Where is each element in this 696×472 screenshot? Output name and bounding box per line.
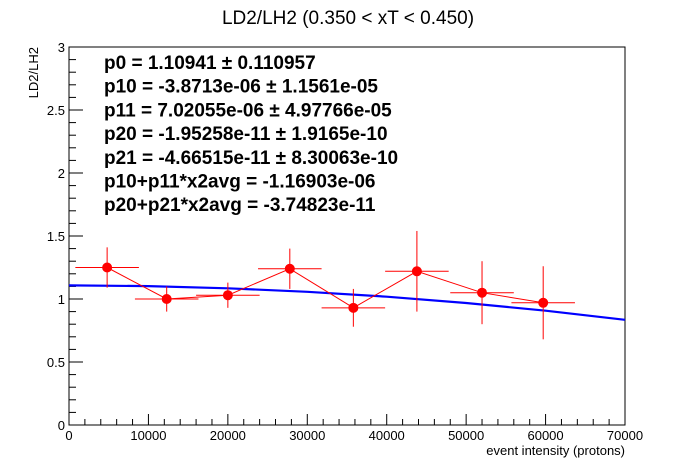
chart-title: LD2/LH2 (0.350 < xT < 0.450) <box>222 8 474 29</box>
data-marker <box>411 266 422 277</box>
data-marker <box>538 297 549 308</box>
data-marker <box>102 262 113 273</box>
data-point <box>385 230 449 312</box>
data-point <box>258 248 322 289</box>
y-axis-label: LD2/LH2 <box>26 47 41 98</box>
data-marker <box>222 290 233 301</box>
fit-parameter-text: p10 = -3.8713e-06 ± 1.1561e-05 <box>104 77 378 98</box>
data-marker <box>477 287 488 298</box>
x-tick-label: 40000 <box>369 428 405 443</box>
data-marker <box>161 294 172 304</box>
x-tick-label: 10000 <box>130 428 166 443</box>
x-tick-label: 50000 <box>448 428 484 443</box>
x-tick-label: 60000 <box>527 428 563 443</box>
data-marker <box>348 302 359 313</box>
fit-parameter-text: p20+p21*x2avg = -3.74823e-11 <box>104 195 376 216</box>
y-tick-label: 2 <box>58 166 65 181</box>
y-tick-label: 0 <box>58 418 65 433</box>
data-connector-line <box>106 267 544 309</box>
data-point <box>450 261 514 325</box>
fit-parameter-text: p11 = 7.02055e-06 ± 4.97766e-05 <box>104 100 392 121</box>
y-tick-label: 0.5 <box>47 355 65 370</box>
x-tick-label: 0 <box>65 428 72 443</box>
data-point <box>196 282 260 308</box>
data-point <box>75 247 139 288</box>
x-tick-label: 20000 <box>210 428 246 443</box>
x-tick-label: 70000 <box>607 428 643 443</box>
fit-parameter-text: p20 = -1.95258e-11 ± 1.9165e-10 <box>104 124 388 145</box>
y-tick-label: 2.5 <box>47 103 65 118</box>
fit-parameter-text: p10+p11*x2avg = -1.16903e-06 <box>104 172 375 193</box>
data-marker <box>284 263 295 274</box>
data-point <box>134 286 199 312</box>
fit-parameter-text: p21 = -4.66515e-11 ± 8.30063e-10 <box>104 148 398 169</box>
data-point <box>321 288 386 327</box>
data-point <box>511 266 575 340</box>
y-tick-label: 1.5 <box>47 229 65 244</box>
y-tick-label: 3 <box>58 40 65 55</box>
x-axis-label: event intensity (protons) <box>486 443 625 458</box>
x-tick-label: 30000 <box>289 428 325 443</box>
y-tick-label: 1 <box>58 292 65 307</box>
fit-curve <box>68 284 626 321</box>
fit-parameter-text: p0 = 1.10941 ± 0.110957 <box>104 53 316 74</box>
